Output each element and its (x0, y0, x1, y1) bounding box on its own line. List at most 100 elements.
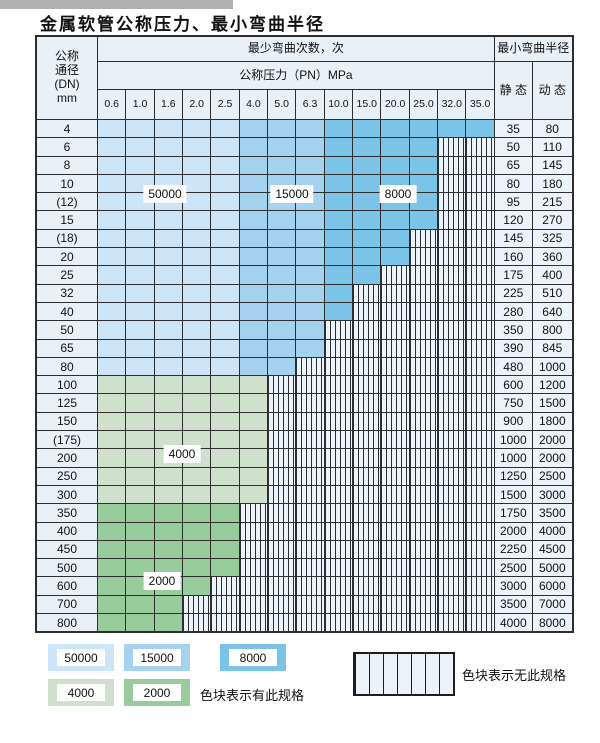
spec-cell (211, 412, 239, 431)
spec-cell (239, 193, 268, 211)
spec-cell (126, 540, 154, 559)
static-value-cell: 1750 (494, 504, 532, 522)
dn-cell: 32 (37, 284, 97, 302)
no-spec-cell (268, 376, 296, 394)
no-spec-cell (353, 485, 381, 504)
radius-header: 最小弯曲半径 (494, 37, 572, 61)
spec-cell (126, 321, 154, 339)
no-spec-cell (353, 595, 381, 614)
no-spec-cell (381, 321, 409, 339)
no-spec-cell (353, 284, 381, 302)
no-spec-cell (438, 467, 466, 485)
spec-cell (239, 138, 268, 156)
dynamic-value-cell: 8000 (532, 614, 572, 632)
no-spec-cell (296, 504, 324, 522)
pressure-tick: 2.0 (183, 90, 211, 119)
spec-cell (98, 614, 126, 632)
no-spec-cell (438, 302, 466, 321)
no-spec-cell (239, 577, 268, 595)
spec-cell (98, 266, 126, 284)
no-spec-cell (353, 321, 381, 339)
spec-cell (126, 266, 154, 284)
no-spec-cell (438, 266, 466, 284)
dynamic-value-cell: 6000 (532, 577, 572, 595)
spec-cell (211, 357, 239, 376)
spec-cell (268, 302, 296, 321)
spec-cell (353, 138, 381, 156)
spec-cell (98, 321, 126, 339)
spec-cell (154, 522, 183, 540)
static-value-cell: 1000 (494, 431, 532, 449)
static-header: 静 态 (494, 62, 532, 119)
spec-cell (98, 504, 126, 522)
spec-cell (126, 522, 154, 540)
spec-cell (98, 339, 126, 357)
spec-cell (353, 174, 381, 193)
spec-cell (98, 248, 126, 266)
spec-cell (126, 431, 154, 449)
spec-cell (268, 357, 296, 376)
no-spec-cell (409, 394, 438, 412)
pressure-table-wrap: 公称 通径 (DN) mm 最少弯曲次数，次 最小弯曲半径 公称压力（PN）MPa 静 态动 … (35, 35, 574, 634)
spec-cell (324, 211, 353, 229)
spec-cell (239, 174, 268, 193)
spec-cell (154, 376, 183, 394)
no-spec-cell (438, 284, 466, 302)
spec-cell (126, 485, 154, 504)
no-spec-cell (324, 467, 353, 485)
spec-cell (183, 357, 211, 376)
cycle-count-label: 2000 (144, 573, 180, 589)
no-spec-cell (381, 302, 409, 321)
no-spec-cell (268, 467, 296, 485)
spec-cell (154, 595, 183, 614)
no-spec-cell (324, 485, 353, 504)
static-value-cell: 145 (494, 229, 532, 248)
spec-cell (268, 248, 296, 266)
static-value-cell: 280 (494, 302, 532, 321)
spec-cell (126, 229, 154, 248)
spec-cell (183, 266, 211, 284)
no-spec-cell (268, 504, 296, 522)
spec-cell (324, 174, 353, 193)
no-spec-cell (438, 138, 466, 156)
no-spec-cell (353, 431, 381, 449)
spec-cell (211, 376, 239, 394)
spec-cell (211, 540, 239, 559)
no-spec-cell (438, 321, 466, 339)
no-spec-cell (268, 394, 296, 412)
spec-cell (381, 248, 409, 266)
spec-cell (324, 193, 353, 211)
no-spec-cell (324, 339, 353, 357)
spec-cell (154, 559, 183, 577)
legend-swatch-value: 2000 (133, 684, 181, 701)
pressure-tick: 6.3 (296, 90, 324, 119)
dn-header: 公称 通径 (DN) mm (37, 37, 97, 119)
spec-cell (353, 248, 381, 266)
spec-cell (409, 174, 438, 193)
no-spec-cell (268, 595, 296, 614)
no-spec-cell (296, 577, 324, 595)
spec-cell (98, 485, 126, 504)
spec-cell (98, 156, 126, 174)
no-spec-cell (409, 595, 438, 614)
dn-cell: 400 (37, 522, 97, 540)
spec-cell (239, 394, 268, 412)
static-value-cell: 600 (494, 376, 532, 394)
static-value-cell: 80 (494, 174, 532, 193)
no-spec-cell (466, 357, 494, 376)
legend-note-has-spec: 色块表示有此规格 (200, 688, 305, 703)
spec-cell (126, 614, 154, 632)
dn-cell: 300 (37, 485, 97, 504)
spec-cell (211, 193, 239, 211)
spec-cell (98, 467, 126, 485)
spec-cell (211, 467, 239, 485)
static-value-cell: 65 (494, 156, 532, 174)
no-spec-cell (466, 339, 494, 357)
no-spec-cell (324, 559, 353, 577)
spec-cell (239, 156, 268, 174)
spec-cell (154, 248, 183, 266)
no-spec-cell (466, 522, 494, 540)
dynamic-value-cell: 1200 (532, 376, 572, 394)
no-spec-cell (409, 504, 438, 522)
spec-cell (154, 357, 183, 376)
